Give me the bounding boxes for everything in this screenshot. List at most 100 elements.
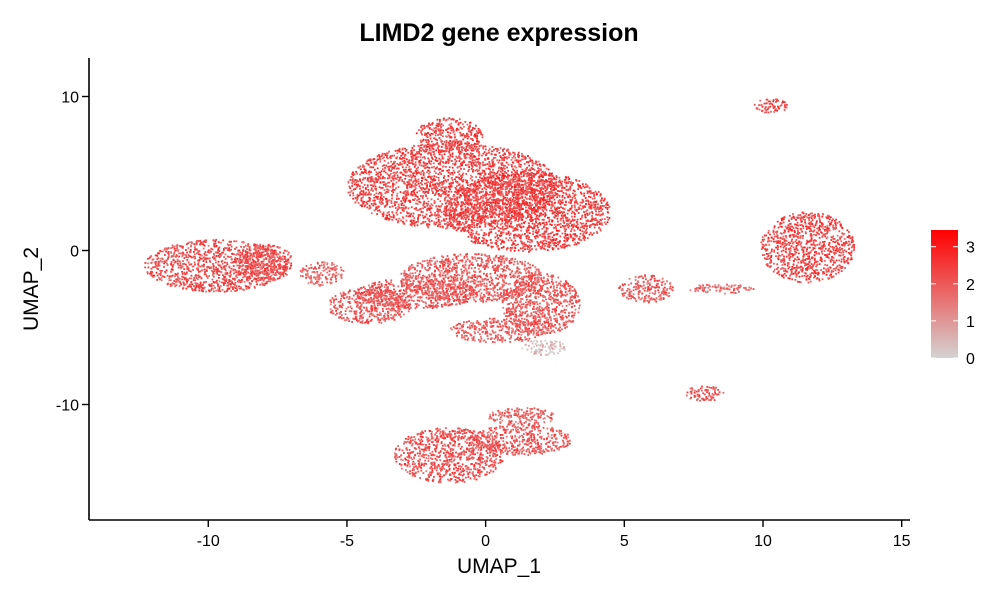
- cell-point: [228, 287, 231, 290]
- cell-point: [536, 209, 539, 212]
- cell-point: [426, 217, 429, 220]
- cell-point: [477, 210, 480, 213]
- cell-point: [183, 253, 186, 256]
- cell-point: [412, 172, 414, 175]
- cell-point: [218, 288, 221, 290]
- cell-point: [282, 275, 285, 278]
- cell-point: [219, 290, 222, 293]
- cell-point: [385, 171, 387, 174]
- cell-point: [390, 160, 393, 163]
- cell-point: [491, 162, 494, 165]
- cell-point: [351, 179, 354, 182]
- cell-point: [378, 171, 381, 174]
- cell-point: [418, 151, 420, 153]
- cell-point: [248, 255, 251, 258]
- cell-point: [449, 172, 451, 174]
- cell-point: [555, 233, 558, 235]
- cell-point: [419, 201, 422, 204]
- cell-point: [363, 183, 366, 186]
- cell-point: [259, 283, 261, 286]
- cell-point: [144, 266, 146, 269]
- cell-point: [374, 308, 376, 311]
- cell-point: [182, 251, 184, 254]
- cell-point: [242, 249, 245, 251]
- cell-point: [204, 273, 207, 276]
- cell-point: [166, 248, 169, 251]
- cell-point: [443, 153, 446, 156]
- cell-point: [198, 287, 201, 290]
- cell-point: [490, 215, 493, 218]
- cell-point: [438, 193, 440, 195]
- cell-point: [395, 167, 398, 170]
- cell-point: [262, 272, 265, 275]
- cell-point: [371, 177, 374, 180]
- cell-point: [381, 202, 384, 205]
- cell-point: [488, 176, 491, 179]
- cell-point: [373, 304, 376, 307]
- cell-point: [496, 184, 499, 186]
- cell-point: [355, 181, 358, 183]
- cell-point: [227, 284, 230, 287]
- cell-point: [354, 313, 357, 315]
- cell-point: [474, 194, 477, 197]
- cell-point: [470, 183, 473, 185]
- cell-point: [186, 259, 189, 261]
- cell-point: [389, 215, 392, 218]
- cell-point: [445, 148, 448, 151]
- cell-point: [188, 283, 191, 286]
- cell-point: [282, 258, 284, 261]
- cell-point: [469, 155, 472, 157]
- cell-point: [359, 311, 361, 314]
- cell-point: [228, 265, 231, 268]
- cell-point: [398, 179, 401, 181]
- cell-point: [512, 173, 514, 176]
- cell-point: [241, 251, 244, 254]
- cell-point: [215, 282, 218, 284]
- cell-point: [536, 206, 539, 209]
- cell-point: [283, 270, 286, 273]
- cell-point: [509, 153, 512, 156]
- cell-point: [420, 211, 423, 213]
- cell-point: [391, 194, 394, 197]
- cell-point: [455, 218, 458, 221]
- cell-point: [217, 288, 219, 291]
- cell-point: [511, 194, 514, 197]
- cell-point: [380, 296, 382, 299]
- cell-point: [524, 183, 526, 186]
- cell-point: [446, 199, 449, 202]
- cell-point: [463, 189, 466, 192]
- cell-point: [445, 227, 447, 230]
- cell-point: [535, 221, 537, 224]
- cell-point: [556, 190, 559, 192]
- cell-point: [191, 265, 194, 268]
- cell-point: [408, 308, 411, 310]
- cell-point: [521, 196, 524, 199]
- cell-point: [499, 239, 502, 241]
- cell-point: [280, 256, 283, 259]
- cell-point: [272, 271, 275, 273]
- cell-point: [150, 270, 152, 273]
- cell-point: [465, 189, 467, 192]
- cell-point: [362, 196, 364, 198]
- cell-point: [467, 235, 470, 238]
- cell-point: [387, 191, 390, 193]
- cell-point: [251, 270, 254, 272]
- cell-point: [376, 196, 379, 199]
- cell-point: [394, 309, 396, 312]
- cell-point: [543, 225, 546, 228]
- cell-point: [492, 161, 495, 163]
- cell-point: [510, 216, 512, 219]
- cell-point: [350, 307, 353, 310]
- cell-point: [366, 185, 369, 188]
- cell-point: [473, 203, 476, 206]
- cell-point: [230, 248, 232, 251]
- cell-point: [475, 186, 477, 188]
- cell-point: [165, 269, 168, 272]
- cell-point: [452, 169, 455, 172]
- cell-point: [269, 276, 272, 278]
- cell-point: [388, 304, 390, 306]
- cell-point: [247, 277, 250, 280]
- cell-point: [489, 228, 491, 231]
- cell-point: [387, 185, 389, 187]
- cell-point: [435, 143, 438, 145]
